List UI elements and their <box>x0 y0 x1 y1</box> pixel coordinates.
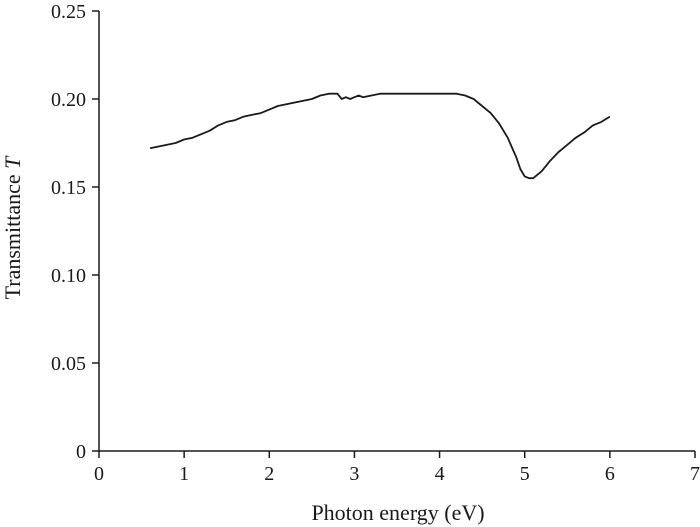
y-tick-label: 0.25 <box>51 1 86 23</box>
y-tick-label: 0.10 <box>51 265 86 287</box>
y-tick-label: 0.15 <box>51 177 86 199</box>
x-tick-label: 1 <box>179 463 189 485</box>
x-tick-label: 0 <box>94 463 104 485</box>
x-tick-label: 4 <box>435 463 445 485</box>
plot-area: 0 1 2 3 4 5 6 7 0 0.05 0.10 0.15 0.20 0.25 <box>51 1 700 485</box>
x-tick-label: 5 <box>520 463 530 485</box>
y-tick-label: 0 <box>76 441 86 463</box>
x-axis-title: Photon energy (eV) <box>311 500 484 525</box>
y-axis-title-text: Transmittance <box>0 169 25 300</box>
x-tick-label: 3 <box>349 463 359 485</box>
y-tick-label: 0.05 <box>51 353 86 375</box>
y-axis-title: Transmittance T <box>0 155 25 300</box>
y-tick-label: 0.20 <box>51 89 86 111</box>
x-tick-label: 7 <box>690 463 700 485</box>
x-tick-label: 6 <box>605 463 615 485</box>
transmittance-series-line <box>149 92 611 180</box>
y-axis-title-symbol: T <box>0 155 25 169</box>
x-tick-label: 2 <box>264 463 274 485</box>
